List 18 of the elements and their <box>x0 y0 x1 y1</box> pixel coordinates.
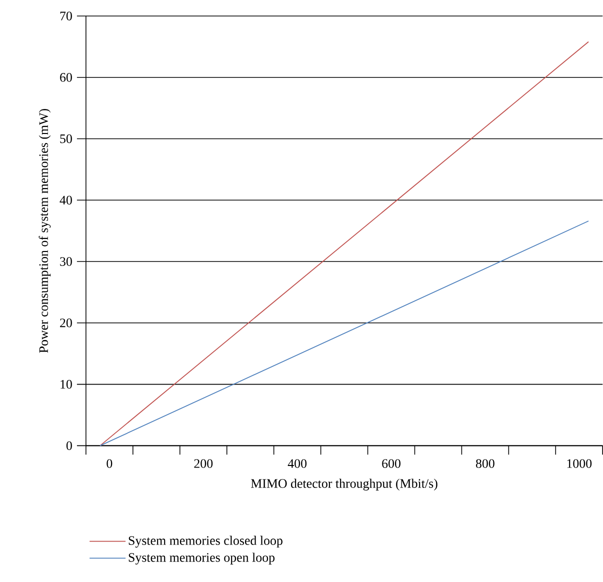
y-tick-label: 20 <box>60 318 72 328</box>
x-tick-label: 800 <box>476 459 494 468</box>
y-tick-label: 60 <box>60 73 72 82</box>
x-tick-label: 1000 <box>567 459 592 468</box>
x-axis-title: MIMO detector throughput (Mbit/s) <box>251 478 438 491</box>
y-tick-label: 50 <box>60 134 72 144</box>
legend-label: System memories closed loop <box>128 536 282 548</box>
x-tick-label: 0 <box>106 459 112 468</box>
x-tick-label: 600 <box>382 459 400 468</box>
y-tick-label: 40 <box>60 196 72 205</box>
legend-label: System memories open loop <box>128 552 275 565</box>
y-tick-label: 30 <box>60 257 72 266</box>
y-axis-title: Power consumption of system memories (mW) <box>38 109 51 354</box>
x-tick-label: 400 <box>288 459 307 468</box>
x-tick-label: 200 <box>194 459 213 468</box>
y-tick-label: 0 <box>66 442 72 450</box>
y-tick-label: 10 <box>60 380 72 389</box>
y-tick-label: 70 <box>60 12 72 21</box>
